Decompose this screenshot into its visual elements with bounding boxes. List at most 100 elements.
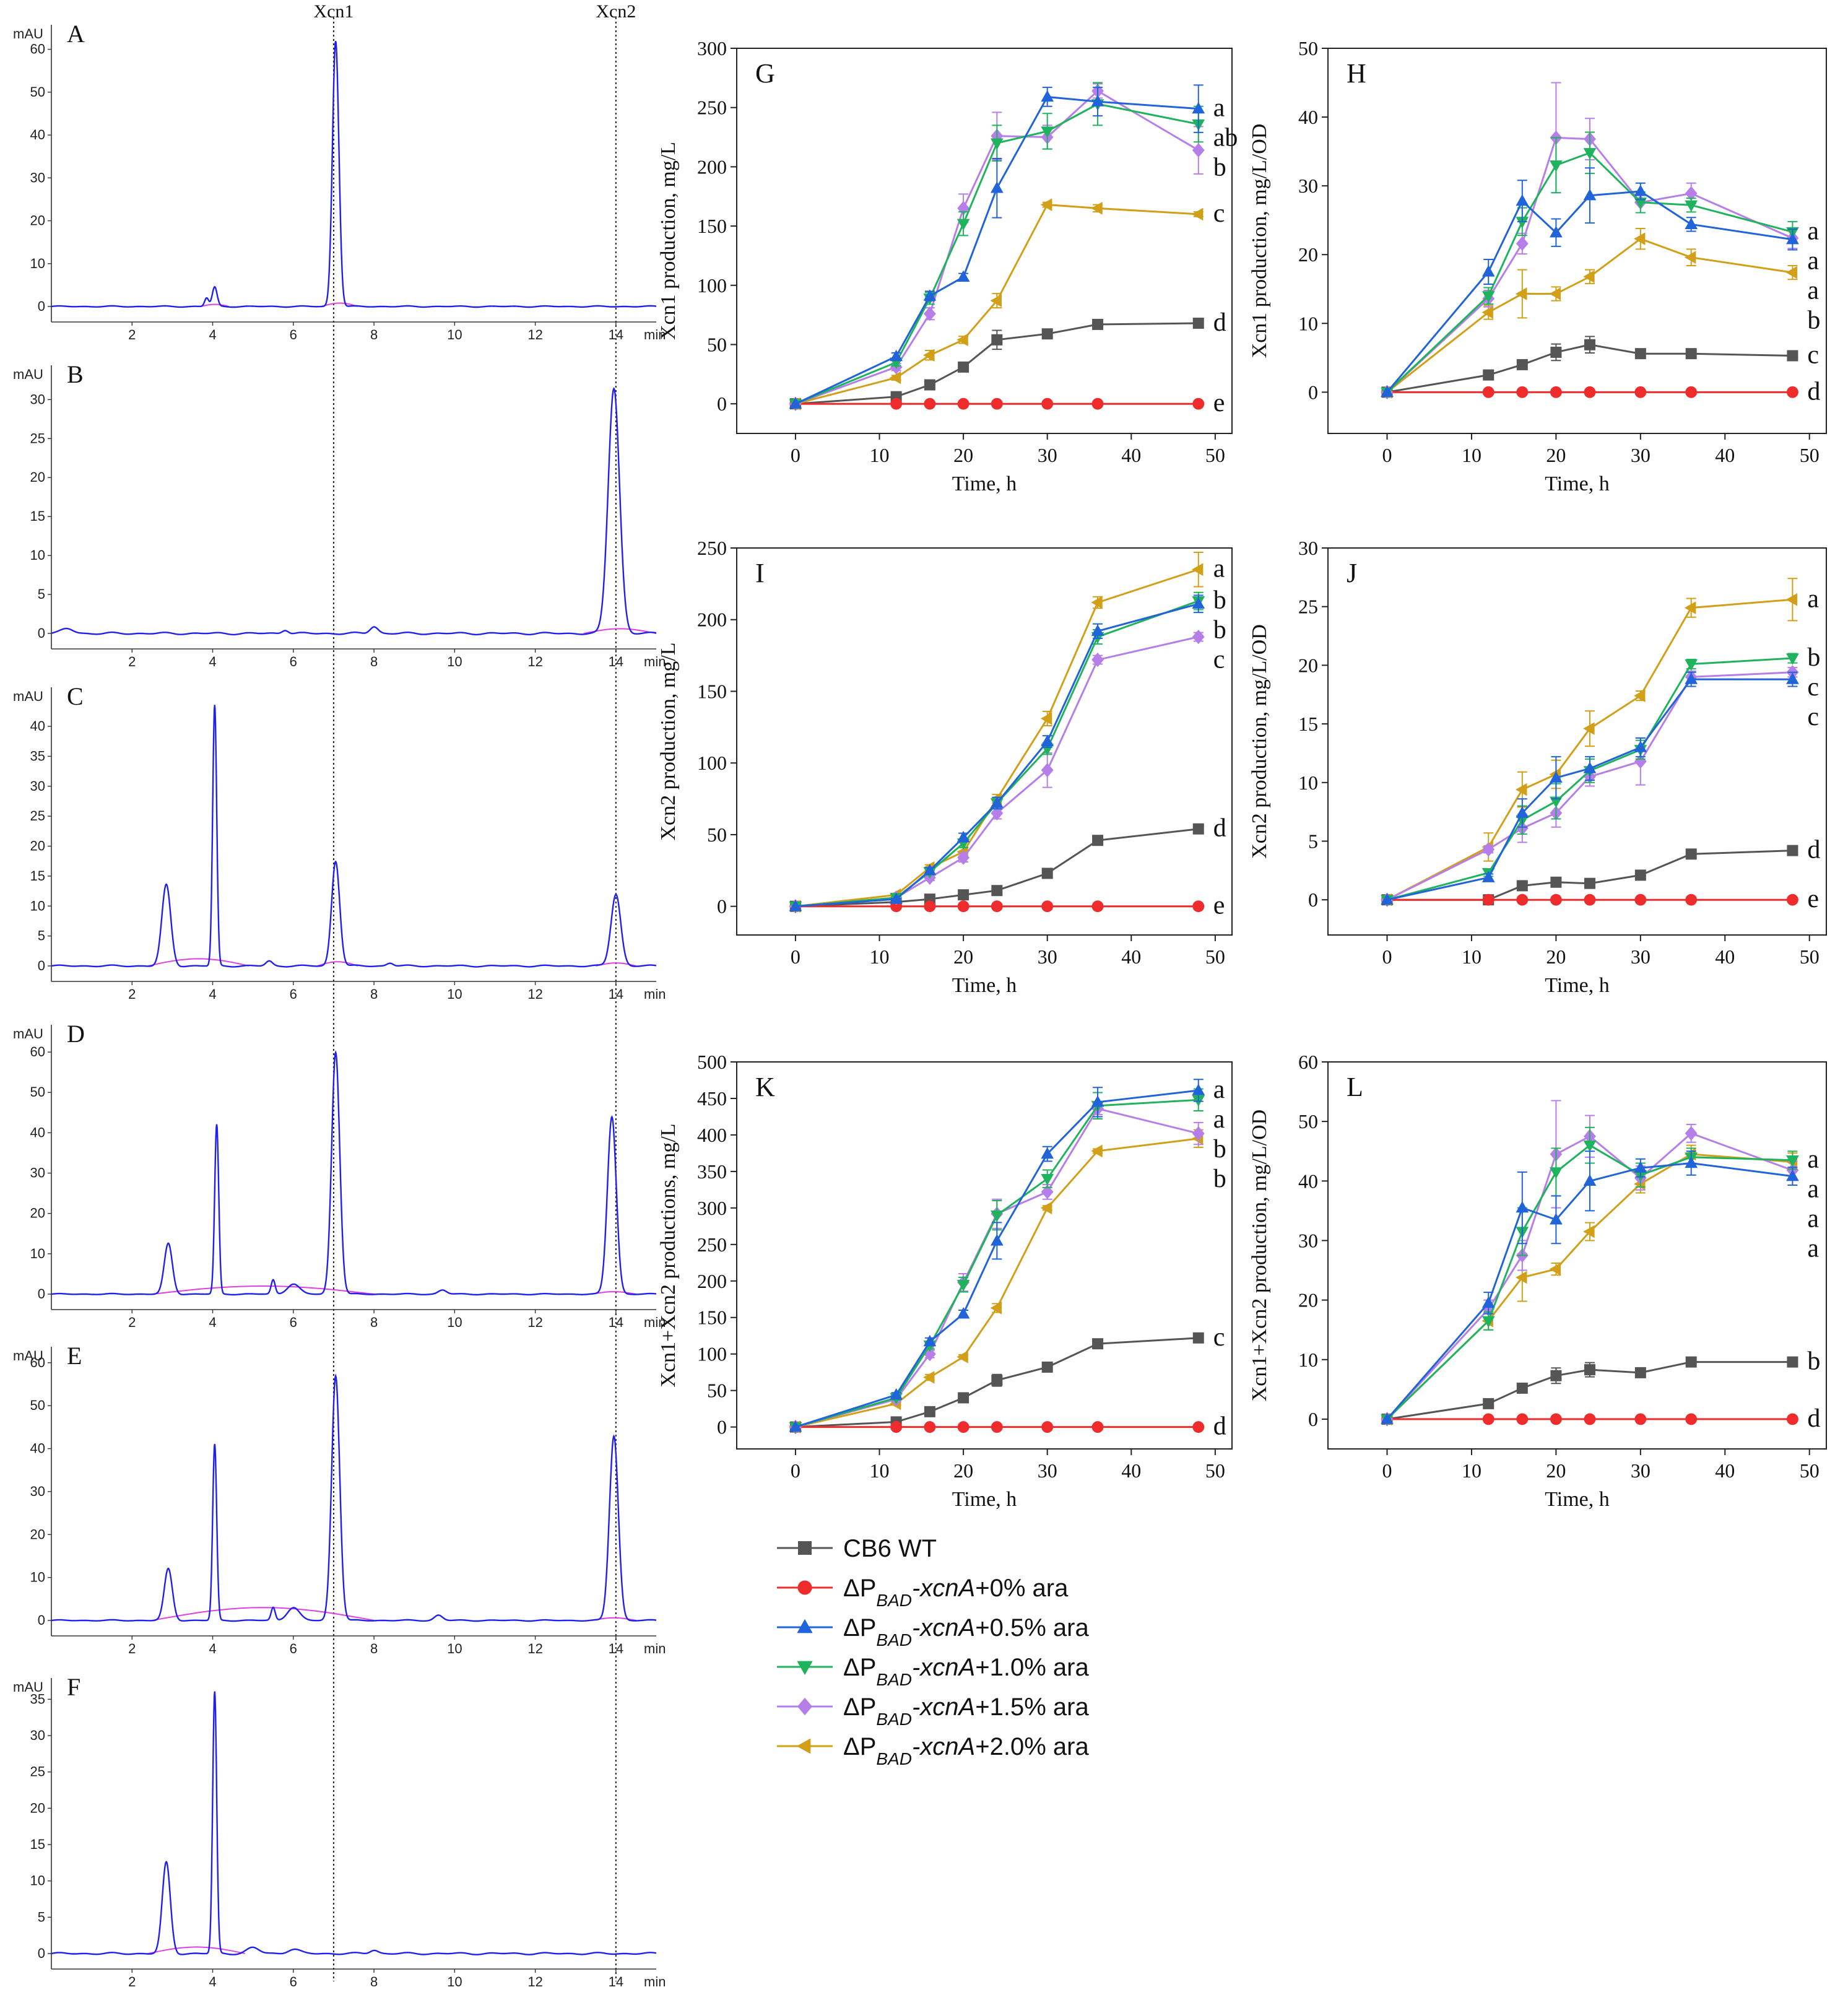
y-tick-label: 10 xyxy=(30,1246,45,1261)
significance-letter: d xyxy=(1807,1404,1820,1433)
significance-letter: c xyxy=(1213,646,1225,674)
y-axis-label: Xcn1+Xcn2 productions, mg/L xyxy=(657,1123,680,1387)
data-point xyxy=(1584,1413,1596,1425)
integration-baseline xyxy=(200,303,229,307)
data-point xyxy=(957,333,968,347)
significance-letter: d xyxy=(1213,1412,1226,1441)
data-point xyxy=(1381,893,1394,905)
data-point xyxy=(1550,1413,1562,1425)
y-unit-label: mAU xyxy=(13,1026,43,1041)
data-point xyxy=(1786,386,1798,398)
y-tick-label: 60 xyxy=(30,41,45,57)
y-tick-label: 25 xyxy=(30,430,45,446)
data-point xyxy=(1550,893,1562,906)
data-point xyxy=(957,830,970,843)
x-tick-label: 12 xyxy=(527,654,542,669)
series-2_0 xyxy=(789,1129,1204,1433)
y-tick-label: 400 xyxy=(697,1124,727,1146)
data-point xyxy=(1482,893,1494,906)
y-tick-label: 25 xyxy=(30,1764,45,1780)
x-tick-label: 10 xyxy=(870,946,890,968)
x-tick-label: 30 xyxy=(1038,946,1057,968)
panel-label: I xyxy=(755,558,765,588)
data-point xyxy=(890,1421,903,1433)
data-point xyxy=(991,1375,1003,1386)
series-2_0 xyxy=(789,551,1204,913)
series-2_0 xyxy=(1380,1144,1798,1426)
data-point xyxy=(1516,893,1529,906)
series-line xyxy=(795,1337,1199,1428)
x-tick-label: 8 xyxy=(370,654,378,669)
data-point xyxy=(1786,672,1799,684)
x-tick-label: 12 xyxy=(527,327,542,342)
y-tick-label: 0 xyxy=(717,393,727,415)
data-point xyxy=(1583,1225,1595,1238)
data-point xyxy=(990,181,1004,193)
significance-letter: a xyxy=(1807,277,1819,305)
significance-letter: a xyxy=(1807,1205,1819,1233)
series-0_5 xyxy=(789,594,1205,911)
x-tick-label: 40 xyxy=(1121,1459,1141,1482)
x-tick-label: 40 xyxy=(1121,444,1141,466)
data-point xyxy=(1685,672,1698,684)
legend: CB6 WT ΔPBAD-xcnA+0% ara ΔPBAD-xcnA+0.5% a… xyxy=(777,1535,1089,1768)
x-tick-label: 10 xyxy=(447,1641,462,1656)
panel-label: L xyxy=(1347,1072,1363,1102)
series-cb6-wt xyxy=(789,823,1204,912)
x-unit-label: min xyxy=(644,986,666,1002)
data-point xyxy=(1684,251,1696,264)
data-point xyxy=(1685,848,1697,860)
data-point xyxy=(1041,126,1054,138)
significance-letter: d xyxy=(1213,814,1226,843)
data-point xyxy=(789,397,802,409)
x-tick-label: 10 xyxy=(1462,1459,1481,1482)
series-line xyxy=(1386,1153,1793,1420)
x-unit-label: min xyxy=(644,327,666,342)
data-point xyxy=(1091,900,1104,913)
y-tick-label: 250 xyxy=(697,1233,727,1256)
data-point xyxy=(1685,186,1698,201)
y-tick-label: 50 xyxy=(1298,1110,1318,1133)
significance-letter: e xyxy=(1213,892,1225,920)
x-tick-label: 8 xyxy=(370,986,378,1002)
data-point xyxy=(1041,1185,1054,1199)
data-point xyxy=(1634,869,1646,881)
data-point xyxy=(1192,823,1204,835)
x-tick-label: 2 xyxy=(128,327,136,342)
data-point xyxy=(1041,398,1054,410)
y-axis-label: Xcn1+Xcn2 production, mg/L/OD xyxy=(1248,1110,1271,1401)
data-point xyxy=(1550,346,1562,358)
data-point xyxy=(1583,148,1597,160)
y-tick-label: 150 xyxy=(697,215,727,237)
x-tick-label: 40 xyxy=(1715,444,1735,466)
y-tick-label: 0 xyxy=(38,298,45,314)
data-point xyxy=(1634,741,1647,752)
chromatogram-c: 0 5 10 15 20 25 30 35 40 mAU 2 4 6 8 10 12 14 min C xyxy=(13,682,666,1002)
x-tick-label: 14 xyxy=(609,1974,623,1989)
y-tick-label: 150 xyxy=(697,1307,727,1329)
data-point xyxy=(1584,877,1595,889)
data-point xyxy=(1381,385,1394,398)
y-tick-label: 50 xyxy=(30,1084,45,1100)
chromatogram-trace xyxy=(51,705,657,968)
data-point xyxy=(1041,867,1053,879)
y-tick-label: 50 xyxy=(1298,37,1318,59)
data-point xyxy=(923,289,937,301)
x-tick-label: 40 xyxy=(1121,946,1141,968)
chart-i: 0 50 100 150 200 250 0 10 20 30 40 50 Time, h Xcn2 pr… xyxy=(657,537,1233,997)
series-line xyxy=(795,602,1199,908)
data-point xyxy=(1516,359,1528,370)
y-tick-label: 15 xyxy=(1298,713,1318,735)
x-tick-label: 2 xyxy=(128,1315,136,1330)
x-tick-label: 0 xyxy=(1382,946,1392,968)
series-line xyxy=(1386,1144,1793,1420)
y-tick-label: 20 xyxy=(30,469,45,485)
x-tick-label: 10 xyxy=(447,986,462,1002)
y-tick-label: 20 xyxy=(30,1206,45,1221)
x-tick-label: 2 xyxy=(128,986,136,1002)
data-point xyxy=(1785,266,1798,279)
data-point xyxy=(1483,1398,1494,1409)
series-1_0 xyxy=(789,591,1205,913)
data-point xyxy=(1584,893,1596,906)
chart-k: 0 50 100 150 200 250 300 350 400 450 500 0 10 20 30 40 5… xyxy=(657,1051,1233,1511)
